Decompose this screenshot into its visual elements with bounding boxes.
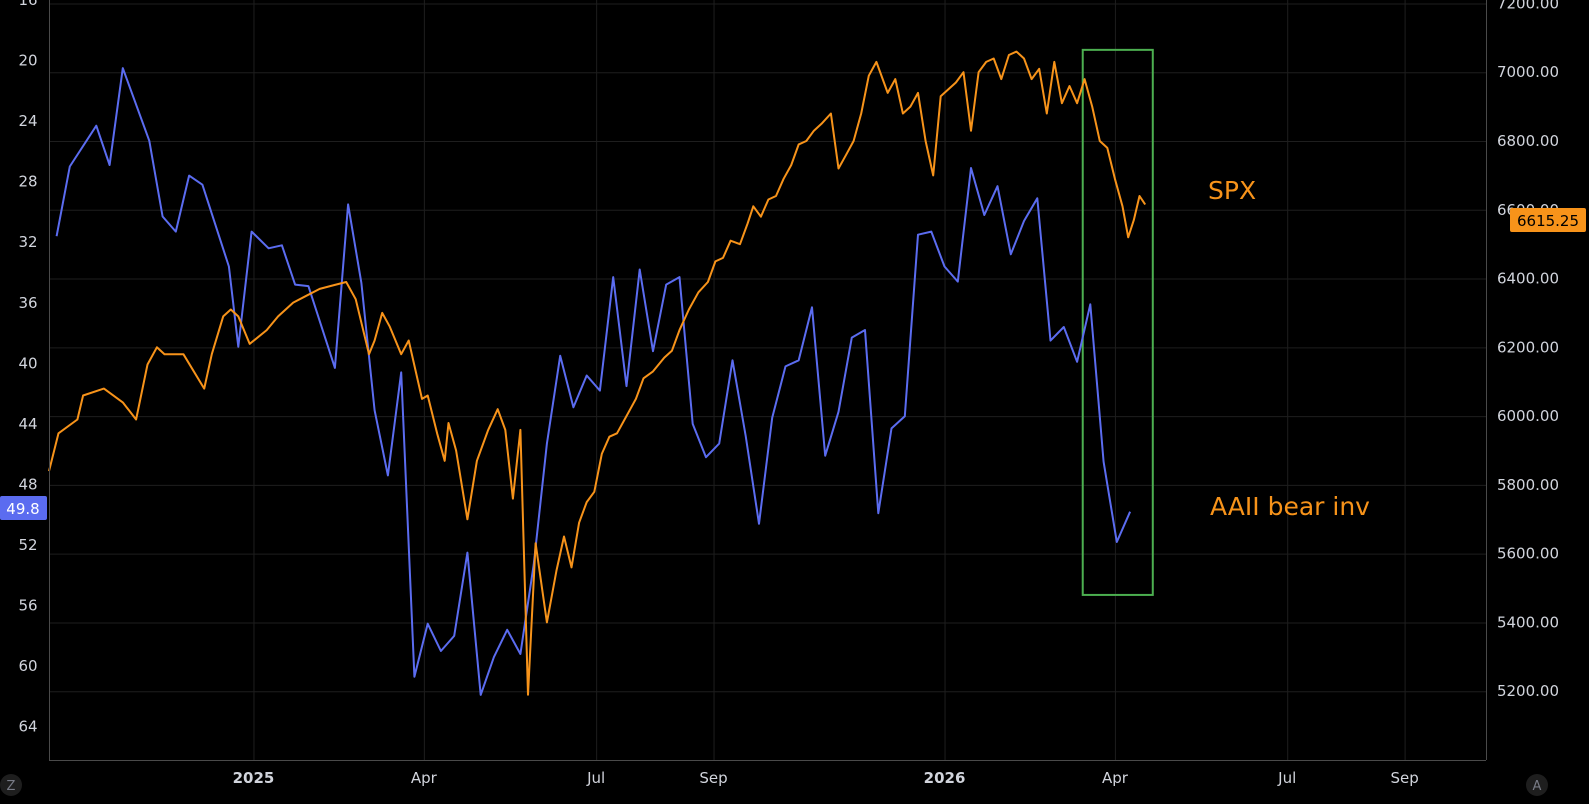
left-corner-circle[interactable] — [0, 774, 22, 796]
right-tick-label: 5800.00 — [1497, 476, 1559, 494]
series-labels: SPX AAII bear inv — [1208, 176, 1370, 521]
right-corner-button[interactable]: A — [1526, 774, 1548, 796]
right-tick-label: 6200.00 — [1497, 338, 1559, 356]
left-last-value: 49.8 — [6, 500, 39, 518]
spx-line — [48, 50, 1147, 696]
right-tick-label: 6800.00 — [1497, 132, 1559, 150]
right-tick-label: 5400.00 — [1497, 613, 1559, 631]
time-tick-label: Jul — [1277, 769, 1296, 787]
left-tick-label: 24 — [18, 112, 37, 130]
left-last-value-tag: 49.8 — [0, 496, 47, 520]
left-last-value-bg — [0, 496, 47, 520]
right-tick-label: 7000.00 — [1497, 63, 1559, 81]
right-corner-label[interactable]: A — [1533, 779, 1542, 794]
left-axis-ticks: 16 20 24 28 32 36 40 44 48 52 56 60 64 — [18, 0, 37, 736]
time-axis-ticks: 2025 Apr Jul Sep 2026 Apr Jul Sep — [233, 769, 1419, 787]
left-tick-label: 40 — [18, 354, 37, 372]
aaii-series-group — [55, 67, 1132, 696]
right-corner-circle[interactable] — [1526, 774, 1548, 796]
left-tick-label: 64 — [18, 718, 37, 736]
right-last-value-tag: 6615.25 — [1510, 208, 1586, 232]
left-corner-label[interactable]: Z — [7, 779, 16, 794]
right-axis-ticks: 7200.007000.006800.006600.006400.006200.… — [1497, 0, 1559, 700]
left-tick-label: 56 — [18, 597, 37, 615]
highlight-box — [1081, 48, 1154, 596]
left-tick-label: 16 — [18, 0, 37, 9]
time-tick-label: 2026 — [924, 769, 966, 787]
aaii-annotation: AAII bear inv — [1210, 492, 1370, 521]
left-tick-label: 60 — [18, 657, 37, 675]
time-tick-label: Apr — [411, 769, 438, 787]
right-tick-label: 6000.00 — [1497, 407, 1559, 425]
left-tick-label: 44 — [18, 415, 37, 433]
time-tick-label: Sep — [1390, 769, 1418, 787]
gridlines — [49, 0, 1486, 760]
left-tick-label: 20 — [18, 52, 37, 70]
highlight-box-group — [1081, 48, 1154, 596]
right-tick-label: 5600.00 — [1497, 545, 1559, 563]
time-tick-label: Apr — [1102, 769, 1129, 787]
right-tick-label: 7200.00 — [1497, 0, 1559, 12]
time-tick-label: 2025 — [233, 769, 275, 787]
left-tick-label: 48 — [18, 475, 37, 493]
right-tick-label: 6400.00 — [1497, 270, 1559, 288]
right-tick-label: 5200.00 — [1497, 682, 1559, 700]
right-last-value: 6615.25 — [1517, 212, 1579, 230]
left-corner-button[interactable]: Z — [0, 774, 22, 796]
left-tick-label: 28 — [18, 173, 37, 191]
time-tick-label: Sep — [699, 769, 727, 787]
left-tick-label: 32 — [18, 233, 37, 251]
aaii-line — [55, 67, 1132, 696]
left-tick-label: 52 — [18, 536, 37, 554]
time-tick-label: Jul — [586, 769, 605, 787]
left-tick-label: 36 — [18, 294, 37, 312]
spx-series-group — [48, 50, 1147, 696]
right-last-value-bg — [1510, 208, 1586, 232]
spx-annotation: SPX — [1208, 176, 1256, 205]
